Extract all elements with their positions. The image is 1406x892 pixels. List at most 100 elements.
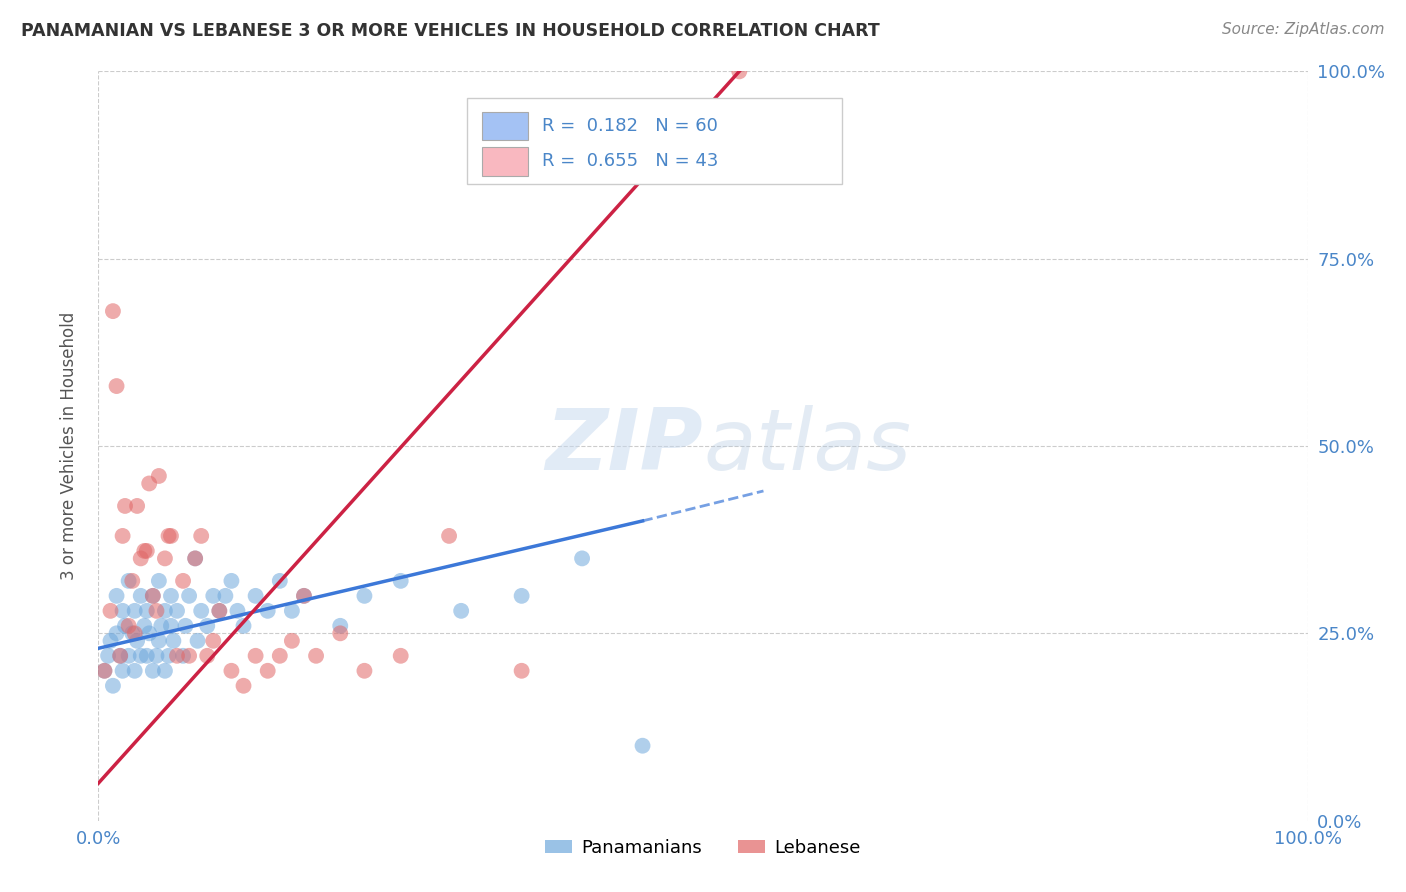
Point <box>118 619 141 633</box>
Text: PANAMANIAN VS LEBANESE 3 OR MORE VEHICLES IN HOUSEHOLD CORRELATION CHART: PANAMANIAN VS LEBANESE 3 OR MORE VEHICLE… <box>21 22 880 40</box>
Point <box>172 574 194 588</box>
Point <box>160 589 183 603</box>
Point <box>269 574 291 588</box>
Point <box>153 664 176 678</box>
Point <box>142 664 165 678</box>
Point <box>127 633 149 648</box>
Point <box>221 664 243 678</box>
Point <box>135 648 157 663</box>
Point <box>184 551 207 566</box>
Point <box>150 619 173 633</box>
Point <box>174 619 197 633</box>
Point <box>190 604 212 618</box>
Point <box>329 619 352 633</box>
Point <box>353 664 375 678</box>
Point <box>631 739 654 753</box>
Point <box>101 679 124 693</box>
Point <box>214 589 236 603</box>
Point <box>450 604 472 618</box>
Point <box>101 304 124 318</box>
Point <box>179 589 201 603</box>
Point <box>111 664 134 678</box>
FancyBboxPatch shape <box>482 112 527 140</box>
Point <box>510 664 533 678</box>
Point <box>353 589 375 603</box>
Point <box>114 619 136 633</box>
Point <box>195 619 218 633</box>
Point <box>172 648 194 663</box>
Point <box>108 648 131 663</box>
Point <box>510 589 533 603</box>
Point <box>153 551 176 566</box>
Point <box>292 589 315 603</box>
Point <box>97 648 120 663</box>
Point <box>124 604 146 618</box>
Point <box>269 648 291 663</box>
Point <box>245 589 267 603</box>
Point <box>208 604 231 618</box>
Point <box>121 626 143 640</box>
Point <box>127 499 149 513</box>
Point <box>195 648 218 663</box>
FancyBboxPatch shape <box>467 97 842 184</box>
Point <box>389 648 412 663</box>
Point <box>571 551 593 566</box>
Point <box>305 648 328 663</box>
Point <box>292 589 315 603</box>
Point <box>142 589 165 603</box>
Point <box>208 604 231 618</box>
Point <box>166 604 188 618</box>
Point <box>281 633 304 648</box>
Point <box>111 604 134 618</box>
Point <box>226 604 249 618</box>
Point <box>111 529 134 543</box>
Point <box>160 619 183 633</box>
Point <box>105 589 128 603</box>
Point <box>162 633 184 648</box>
Point <box>728 64 751 78</box>
FancyBboxPatch shape <box>482 147 527 176</box>
Text: R =  0.655   N = 43: R = 0.655 N = 43 <box>543 153 718 170</box>
Point <box>148 469 170 483</box>
Point <box>148 633 170 648</box>
Point <box>329 626 352 640</box>
Point <box>184 551 207 566</box>
Y-axis label: 3 or more Vehicles in Household: 3 or more Vehicles in Household <box>59 312 77 580</box>
Point <box>135 604 157 618</box>
Point <box>124 626 146 640</box>
Text: ZIP: ZIP <box>546 404 703 488</box>
Point <box>256 604 278 618</box>
Point <box>124 664 146 678</box>
Point <box>105 379 128 393</box>
Point <box>281 604 304 618</box>
Point <box>202 589 225 603</box>
Point <box>166 648 188 663</box>
Point <box>134 544 156 558</box>
Point <box>142 589 165 603</box>
Point <box>148 574 170 588</box>
Point <box>145 648 167 663</box>
Point <box>100 604 122 618</box>
Point <box>129 551 152 566</box>
Point <box>138 476 160 491</box>
Point <box>118 574 141 588</box>
Point <box>232 619 254 633</box>
Point <box>190 529 212 543</box>
Point <box>100 633 122 648</box>
Point <box>153 604 176 618</box>
Point <box>202 633 225 648</box>
Point <box>245 648 267 663</box>
Point <box>256 664 278 678</box>
Point <box>121 574 143 588</box>
Point <box>389 574 412 588</box>
Point <box>105 626 128 640</box>
Point <box>221 574 243 588</box>
Text: R =  0.182   N = 60: R = 0.182 N = 60 <box>543 117 718 135</box>
Point <box>145 604 167 618</box>
Point <box>118 648 141 663</box>
Point <box>114 499 136 513</box>
Point <box>187 633 209 648</box>
Point <box>108 648 131 663</box>
Text: Source: ZipAtlas.com: Source: ZipAtlas.com <box>1222 22 1385 37</box>
Point <box>93 664 115 678</box>
